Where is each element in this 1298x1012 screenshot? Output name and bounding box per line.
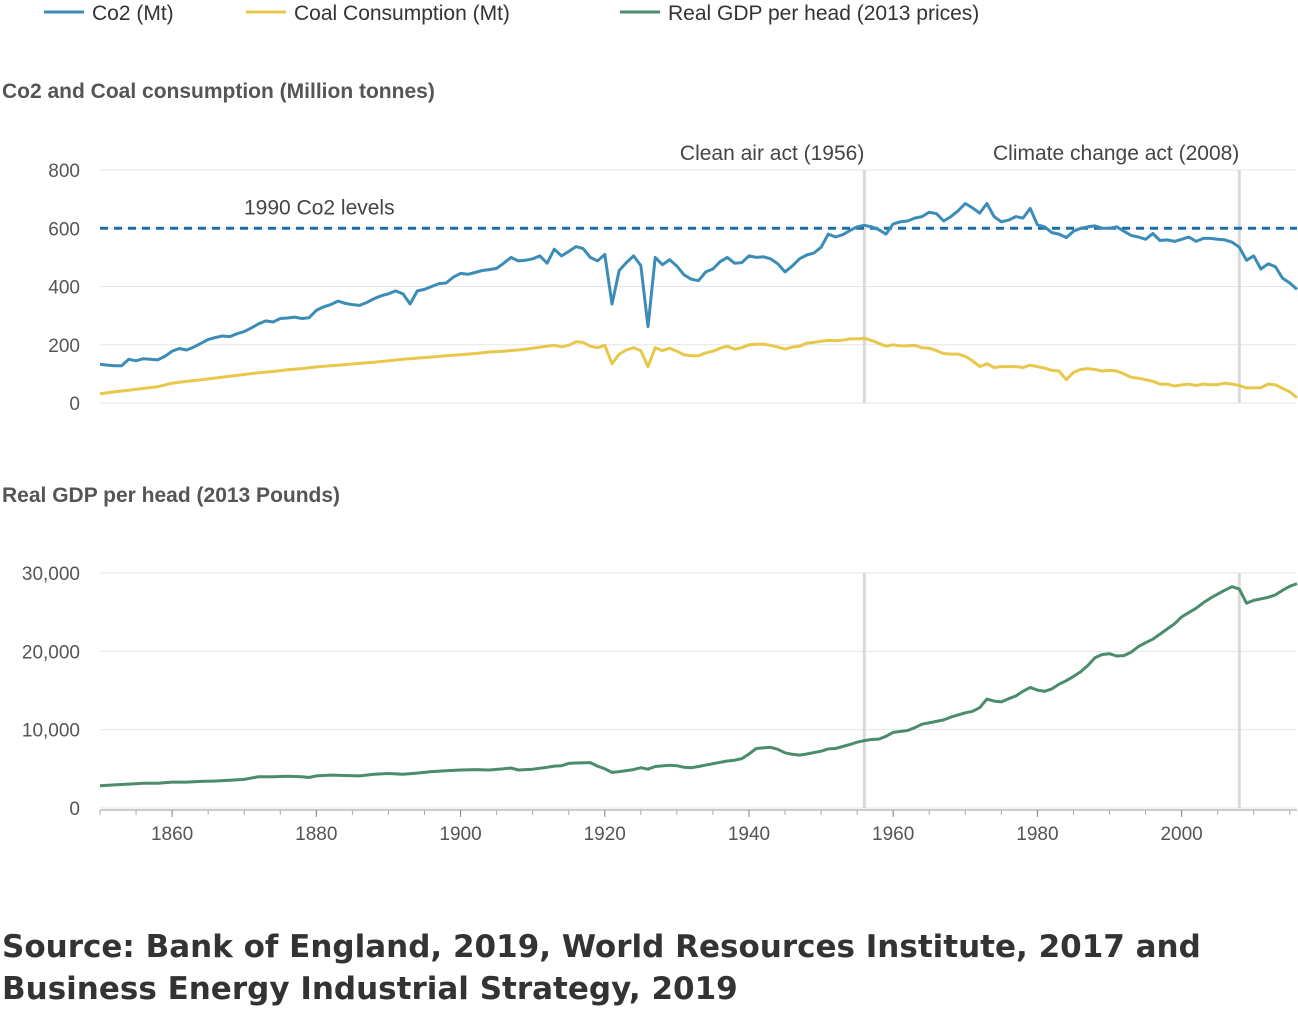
legend-label-coal: Coal Consumption (Mt) [294,2,510,25]
series-line-gdp [99,582,1298,788]
chart-figure: Co2 (Mt) Coal Consumption (Mt) Real GDP … [2,2,1298,845]
series-line-coal [99,336,1298,399]
legend-label-co2: Co2 (Mt) [92,2,174,25]
bottom-y-tick-label: 20,000 [22,642,80,663]
chart-title-gdp: Real GDP per head (2013 Pounds) [2,484,340,507]
bottom-chart-gridlines: 0 10,000 20,000 30,000 [22,564,1297,820]
x-tick-label: 1980 [1016,824,1058,845]
x-tick-label: 1900 [439,824,481,845]
source-note: Source: Bank of England, 2019, World Res… [2,929,1201,1007]
series-lines [99,202,1298,788]
x-tick-label: 1860 [151,824,193,845]
legend-label-gdp: Real GDP per head (2013 prices) [668,2,979,25]
legend: Co2 (Mt) Coal Consumption (Mt) Real GDP … [44,2,979,25]
series-line-co2 [99,202,1298,368]
bottom-y-tick-label: 10,000 [22,721,80,742]
top-y-tick-label: 200 [48,336,80,357]
x-tick-label: 1920 [584,824,626,845]
reference-line-label: 1990 Co2 levels [244,196,395,219]
top-y-tick-label: 600 [48,219,80,240]
reference-line-group: 1990 Co2 levels [100,196,1297,230]
x-tick-label: 2000 [1160,824,1202,845]
x-tick-label: 1940 [728,824,770,845]
event-labels: Clean air act (1956) Climate change act … [680,142,1239,165]
bottom-y-tick-label: 0 [69,799,80,820]
chart-title-emissions: Co2 and Coal consumption (Million tonnes… [2,80,435,103]
event-label-clean-air-act: Clean air act (1956) [680,142,864,165]
x-tick-label: 1960 [872,824,914,845]
top-y-tick-label: 400 [48,278,80,299]
top-y-tick-label: 800 [48,161,80,182]
bottom-y-tick-label: 30,000 [22,564,80,585]
x-tick-label: 1880 [295,824,337,845]
top-y-tick-label: 0 [69,394,80,415]
x-axis: 1860 1880 1900 1920 1940 1960 1980 2000 [99,809,1297,845]
event-lines [862,170,1241,808]
event-label-climate-change-act: Climate change act (2008) [993,142,1239,165]
